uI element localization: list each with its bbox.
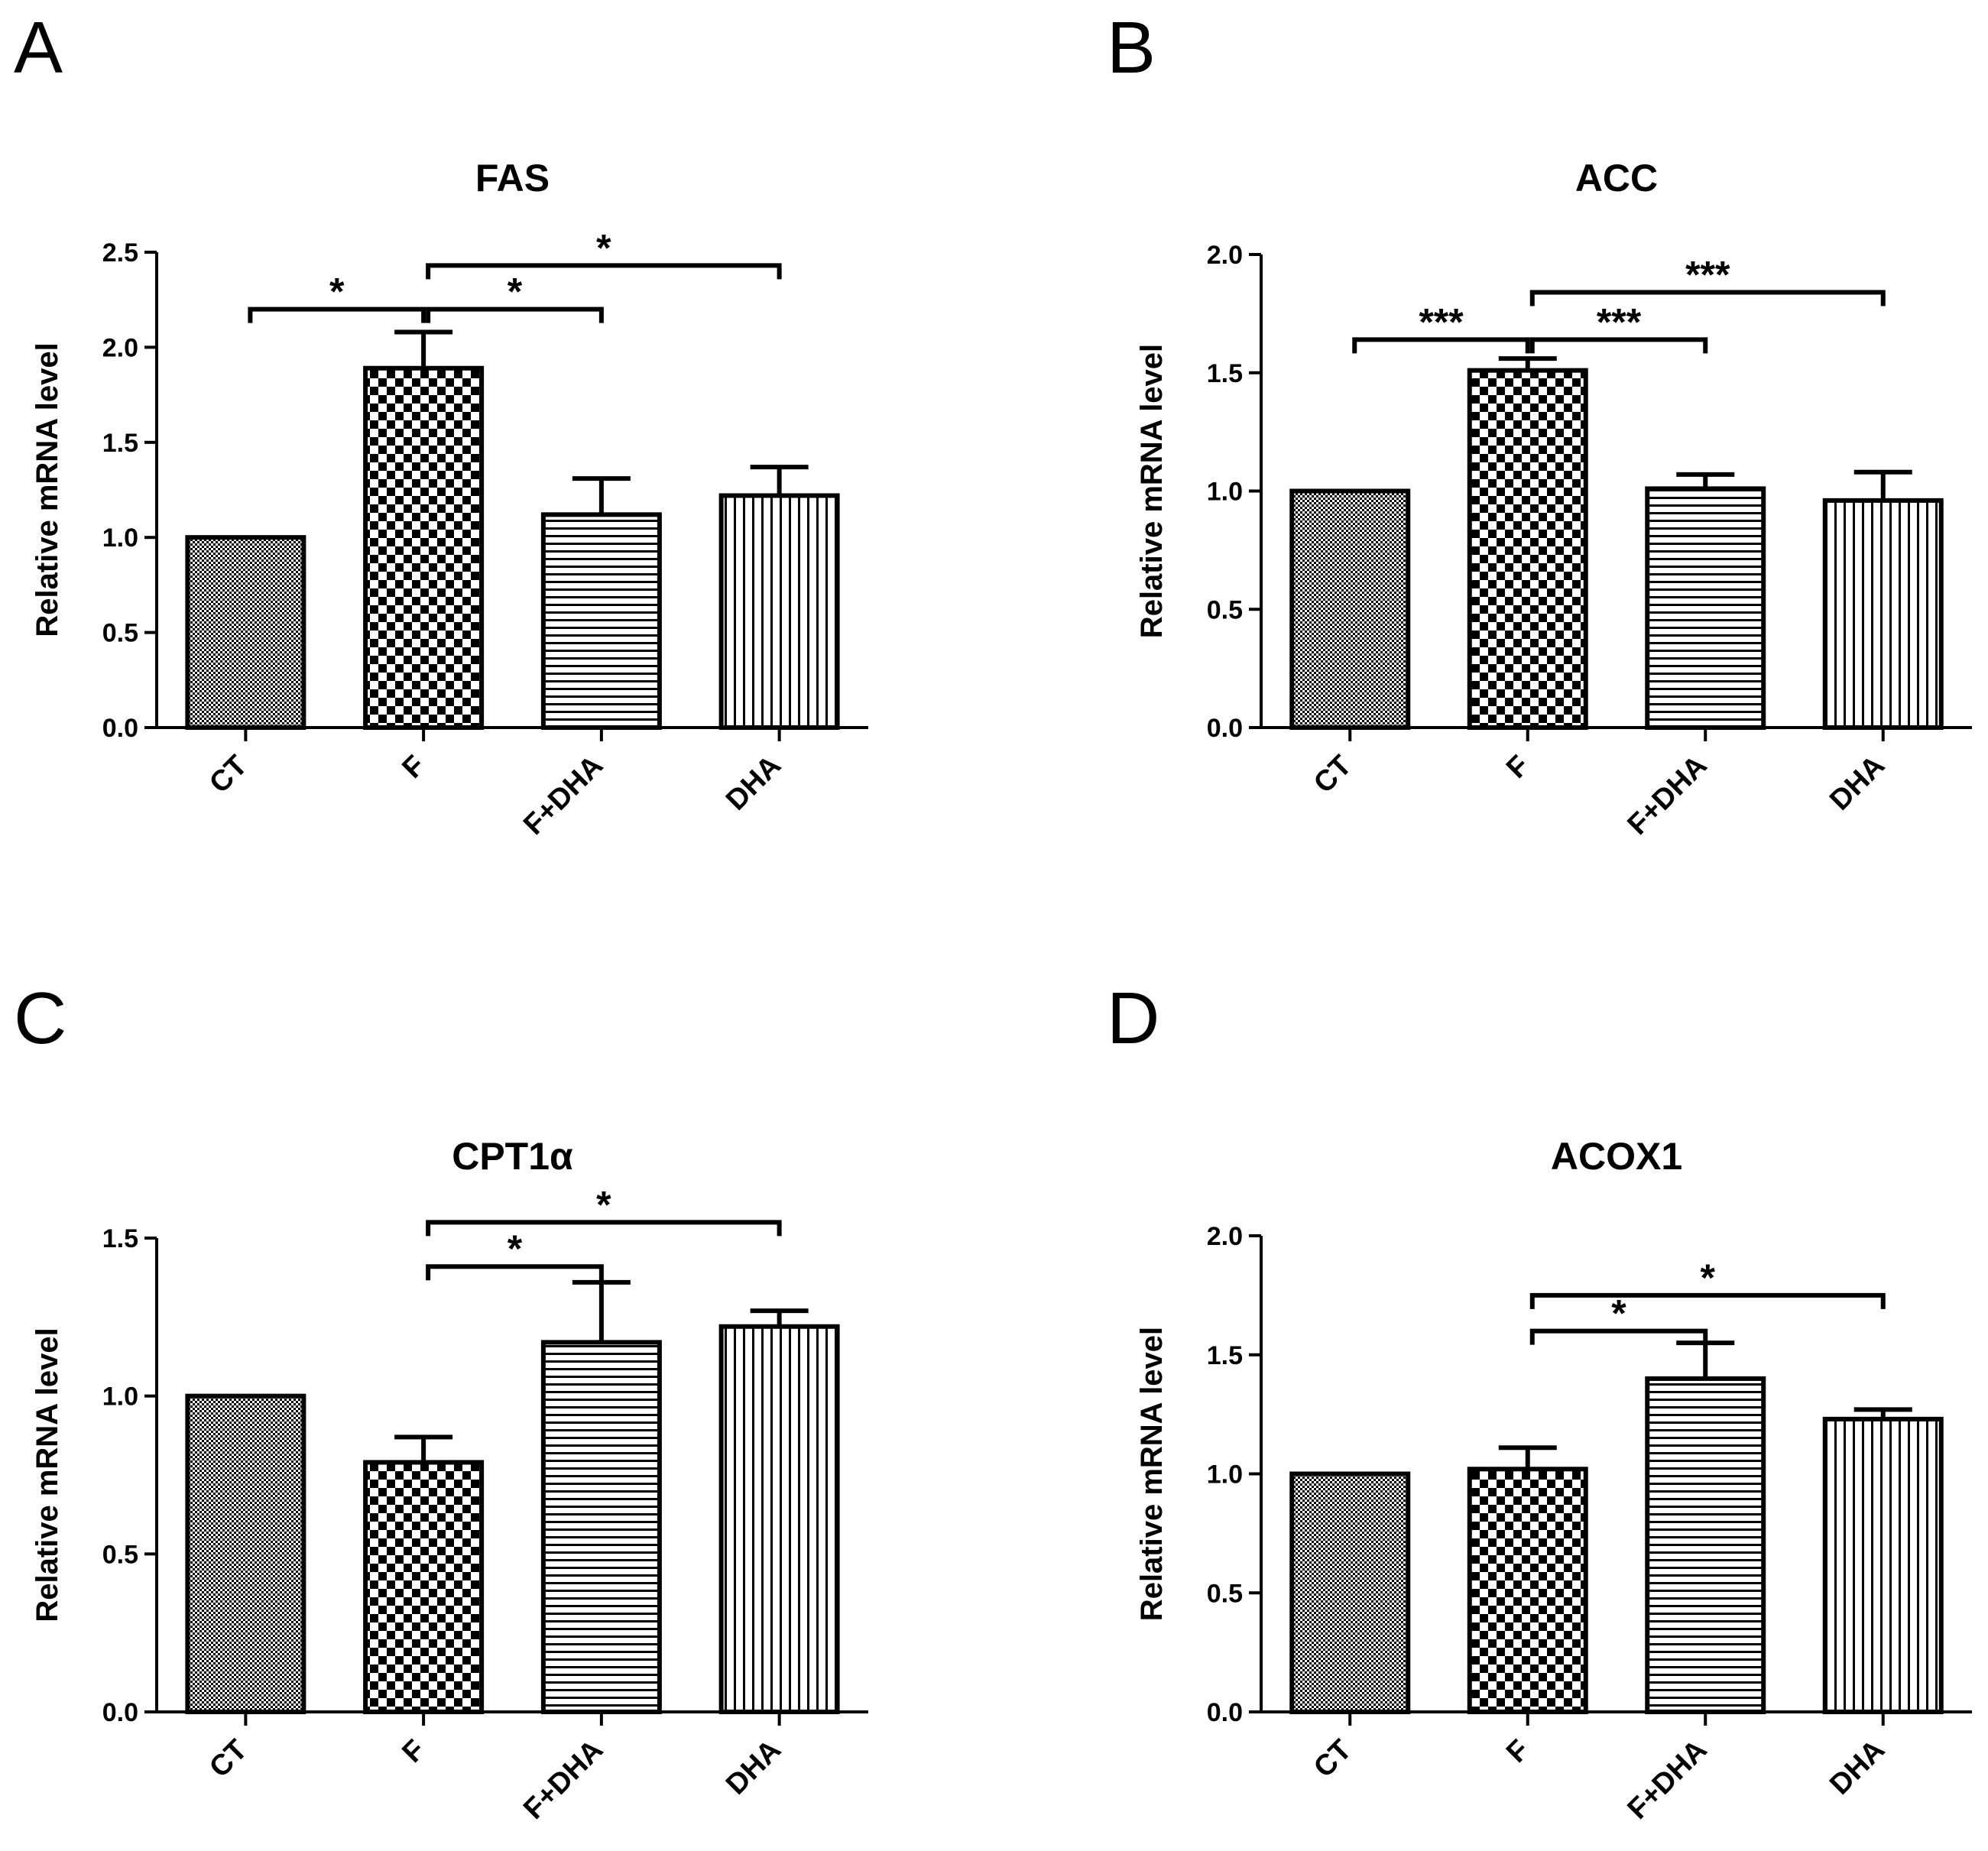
y-tick-label: 1.0: [1207, 478, 1243, 507]
bar-ct: [185, 1393, 306, 1714]
bar-f-dha: [1645, 1376, 1766, 1715]
x-tick-label: F+DHA: [517, 750, 609, 841]
significance-label: ***: [1419, 300, 1464, 343]
y-tick-label: 0.0: [1207, 714, 1243, 743]
bar-f-dha: [540, 1340, 662, 1715]
significance-label: *: [1611, 1292, 1626, 1335]
bar-ct: [1289, 1471, 1411, 1714]
significance-bracket: [426, 263, 782, 280]
panel-letter: D: [1107, 977, 1159, 1059]
bar-f: [363, 1460, 485, 1714]
significance-label: *: [508, 271, 523, 313]
x-tick-label: DHA: [720, 1734, 787, 1801]
chart-title: ACC: [1575, 157, 1658, 199]
y-tick-label: 1.5: [102, 429, 138, 458]
bar-dha: [718, 493, 840, 730]
significance-label: ***: [1685, 254, 1730, 297]
bar-dha: [1822, 1416, 1944, 1714]
y-tick-label: 2.0: [102, 333, 138, 362]
y-tick-label: 2.5: [102, 238, 138, 267]
y-tick-label: 0.0: [102, 714, 138, 743]
chart-title: CPT1α: [452, 1135, 573, 1178]
y-tick-label: 0.5: [1207, 1579, 1243, 1608]
x-tick-label: F: [1500, 750, 1536, 785]
significance-bracket: [426, 1264, 604, 1281]
y-tick-label: 0.0: [102, 1698, 138, 1727]
bar-dha: [1822, 498, 1944, 730]
y-tick-label: 1.5: [1207, 1341, 1243, 1370]
panel-letter: A: [14, 7, 63, 89]
significance-bracket: [1529, 290, 1886, 306]
y-tick-label: 0.0: [1207, 1698, 1243, 1727]
panel-letter: B: [1107, 7, 1156, 89]
significance-label: *: [596, 1183, 611, 1226]
significance-bracket: [1529, 1328, 1708, 1345]
x-tick-label: F: [396, 1734, 431, 1769]
x-tick-label: F+DHA: [1622, 750, 1714, 841]
chart-panel-b: B ACC Relative mRNA level 0.0 0.5 1.0 1.5 2.0 CT…: [1107, 7, 1972, 841]
x-tick-label: DHA: [720, 750, 787, 817]
y-tick-label: 1.0: [102, 524, 138, 553]
significance-bracket: [426, 306, 604, 323]
chart-title: ACOX1: [1551, 1135, 1682, 1178]
chart-panel-c: C CPT1α Relative mRNA level 0.0 0.5 1.0 1.5 CT F…: [14, 977, 868, 1826]
bar-f: [363, 365, 485, 730]
significance-label: ***: [1597, 300, 1642, 343]
y-tick-label: 1.0: [102, 1383, 138, 1412]
bar-ct: [1289, 488, 1411, 730]
y-tick-label: 2.0: [1207, 241, 1243, 270]
chart-panel-d: D ACOX1 Relative mRNA level 0.0 0.5 1.0 1.5 2.0…: [1107, 977, 1972, 1826]
x-tick-label: F+DHA: [517, 1734, 609, 1826]
bar-f-dha: [540, 512, 662, 730]
x-tick-label: CT: [203, 750, 254, 800]
x-tick-label: CT: [1308, 750, 1358, 800]
significance-label: *: [508, 1227, 523, 1270]
significance-bracket: [426, 1220, 782, 1237]
y-tick-label: 0.5: [102, 1540, 138, 1569]
x-tick-label: CT: [1308, 1734, 1358, 1785]
y-tick-label: 1.5: [1207, 359, 1243, 388]
bar-f-dha: [1645, 486, 1766, 731]
panel-letter: C: [14, 977, 66, 1059]
y-axis-label: Relative mRNA level: [31, 1327, 64, 1622]
bar-dha: [718, 1324, 840, 1714]
y-axis-label: Relative mRNA level: [1135, 344, 1169, 638]
y-tick-label: 1.0: [1207, 1460, 1243, 1490]
y-tick-label: 0.5: [102, 619, 138, 648]
significance-bracket: [1529, 337, 1708, 354]
significance-label: *: [596, 226, 611, 269]
bar-f: [1467, 368, 1588, 730]
x-tick-label: F+DHA: [1622, 1734, 1714, 1826]
bar-f: [1467, 1467, 1588, 1715]
x-tick-label: DHA: [1824, 750, 1891, 817]
bar-ct: [185, 535, 306, 731]
significance-bracket: [248, 306, 426, 323]
x-tick-label: F: [396, 750, 431, 785]
significance-bracket: [1352, 337, 1530, 354]
chart-panel-a: A FAS Relative mRNA level 0.0 0.5 1.0 1.5 2.0 2.…: [14, 7, 868, 841]
x-tick-label: DHA: [1824, 1734, 1891, 1801]
significance-label: *: [1701, 1256, 1716, 1299]
chart-title: FAS: [475, 157, 550, 199]
significance-bracket: [1529, 1292, 1886, 1309]
significance-label: *: [329, 271, 345, 313]
x-tick-label: F: [1500, 1734, 1536, 1769]
y-tick-label: 0.5: [1207, 595, 1243, 624]
y-axis-label: Relative mRNA level: [1135, 1327, 1169, 1621]
y-axis-label: Relative mRNA level: [31, 342, 64, 637]
y-tick-label: 2.0: [1207, 1222, 1243, 1251]
y-tick-label: 1.5: [102, 1224, 138, 1253]
x-tick-label: CT: [203, 1734, 254, 1785]
